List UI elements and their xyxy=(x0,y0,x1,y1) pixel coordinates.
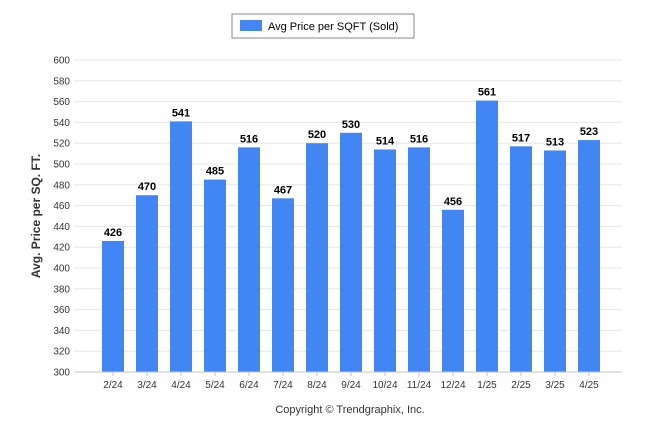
x-axis-ticks: 2/24 3/24 4/24 5/24 6/24 7/24 8/24 9/24 10/24 11/… xyxy=(103,372,599,391)
data-label: 517 xyxy=(512,132,530,144)
copyright-footer: Copyright © Trendgraphix, Inc. xyxy=(275,404,424,416)
data-labels: 426 470 541 485 516 467 520 530 514 516 456 561 517 5… xyxy=(104,87,598,239)
y-tick-label: 460 xyxy=(53,201,70,212)
bar xyxy=(170,121,192,372)
data-label: 470 xyxy=(138,181,156,193)
bar xyxy=(442,209,464,372)
x-tick-label: 2/24 xyxy=(103,380,123,391)
bar xyxy=(238,147,260,372)
data-label: 523 xyxy=(580,126,598,138)
y-tick-label: 420 xyxy=(53,243,70,254)
y-tick-label: 580 xyxy=(53,76,70,87)
data-label: 514 xyxy=(376,135,395,147)
x-tick-label: 8/24 xyxy=(307,380,327,391)
y-tick-label: 540 xyxy=(53,118,70,129)
data-label: 467 xyxy=(274,184,292,196)
data-label: 456 xyxy=(444,196,462,208)
x-tick-label: 5/24 xyxy=(205,380,225,391)
data-label: 520 xyxy=(308,129,326,141)
x-tick-label: 10/24 xyxy=(372,380,397,391)
y-tick-label: 600 xyxy=(53,56,70,67)
x-tick-label: 4/25 xyxy=(579,380,599,391)
bar xyxy=(136,195,158,372)
y-tick-label: 300 xyxy=(53,368,70,379)
legend-label: Avg Price per SQFT (Sold) xyxy=(268,21,398,33)
data-label: 516 xyxy=(410,133,428,145)
x-tick-label: 12/24 xyxy=(440,380,465,391)
y-tick-label: 380 xyxy=(53,284,70,295)
y-tick-label: 440 xyxy=(53,222,70,233)
x-tick-label: 7/24 xyxy=(273,380,293,391)
bar xyxy=(544,150,566,372)
data-label: 426 xyxy=(104,227,122,239)
bar xyxy=(340,132,362,372)
data-label: 513 xyxy=(546,136,564,148)
x-tick-label: 2/25 xyxy=(511,380,531,391)
y-tick-label: 480 xyxy=(53,180,70,191)
bar xyxy=(374,149,396,372)
data-label: 561 xyxy=(478,87,496,99)
legend-box xyxy=(231,13,415,39)
bar xyxy=(510,146,532,372)
x-tick-label: 11/24 xyxy=(407,380,432,391)
x-tick-label: 3/25 xyxy=(545,380,565,391)
data-label: 541 xyxy=(172,107,190,119)
bar xyxy=(272,198,294,372)
y-axis-title: Avg. Price per SQ. FT. xyxy=(29,154,43,278)
data-label: 485 xyxy=(206,166,224,178)
x-tick-label: 1/25 xyxy=(477,380,497,391)
y-tick-label: 360 xyxy=(53,305,70,316)
data-label: 530 xyxy=(342,119,360,131)
bars xyxy=(102,100,600,372)
x-tick-label: 9/24 xyxy=(341,380,361,391)
legend: Avg Price per SQFT (Sold) xyxy=(231,13,415,39)
y-tick-label: 500 xyxy=(53,160,70,171)
data-label: 516 xyxy=(240,133,258,145)
y-tick-label: 340 xyxy=(53,326,70,337)
bar xyxy=(204,179,226,372)
y-tick-label: 560 xyxy=(53,97,70,108)
legend-swatch xyxy=(240,20,262,31)
y-tick-label: 520 xyxy=(53,139,70,150)
bar xyxy=(306,143,328,372)
y-tick-label: 400 xyxy=(53,264,70,275)
x-tick-label: 3/24 xyxy=(137,380,157,391)
bar xyxy=(578,140,600,372)
bar xyxy=(408,147,430,372)
bar xyxy=(102,240,124,372)
y-axis-ticks: 300 320 340 360 380 400 420 440 460 480 500 520 540 5… xyxy=(53,56,70,379)
x-tick-label: 4/24 xyxy=(171,380,191,391)
x-tick-label: 6/24 xyxy=(239,380,259,391)
bar xyxy=(476,100,498,372)
y-tick-label: 320 xyxy=(53,347,70,358)
